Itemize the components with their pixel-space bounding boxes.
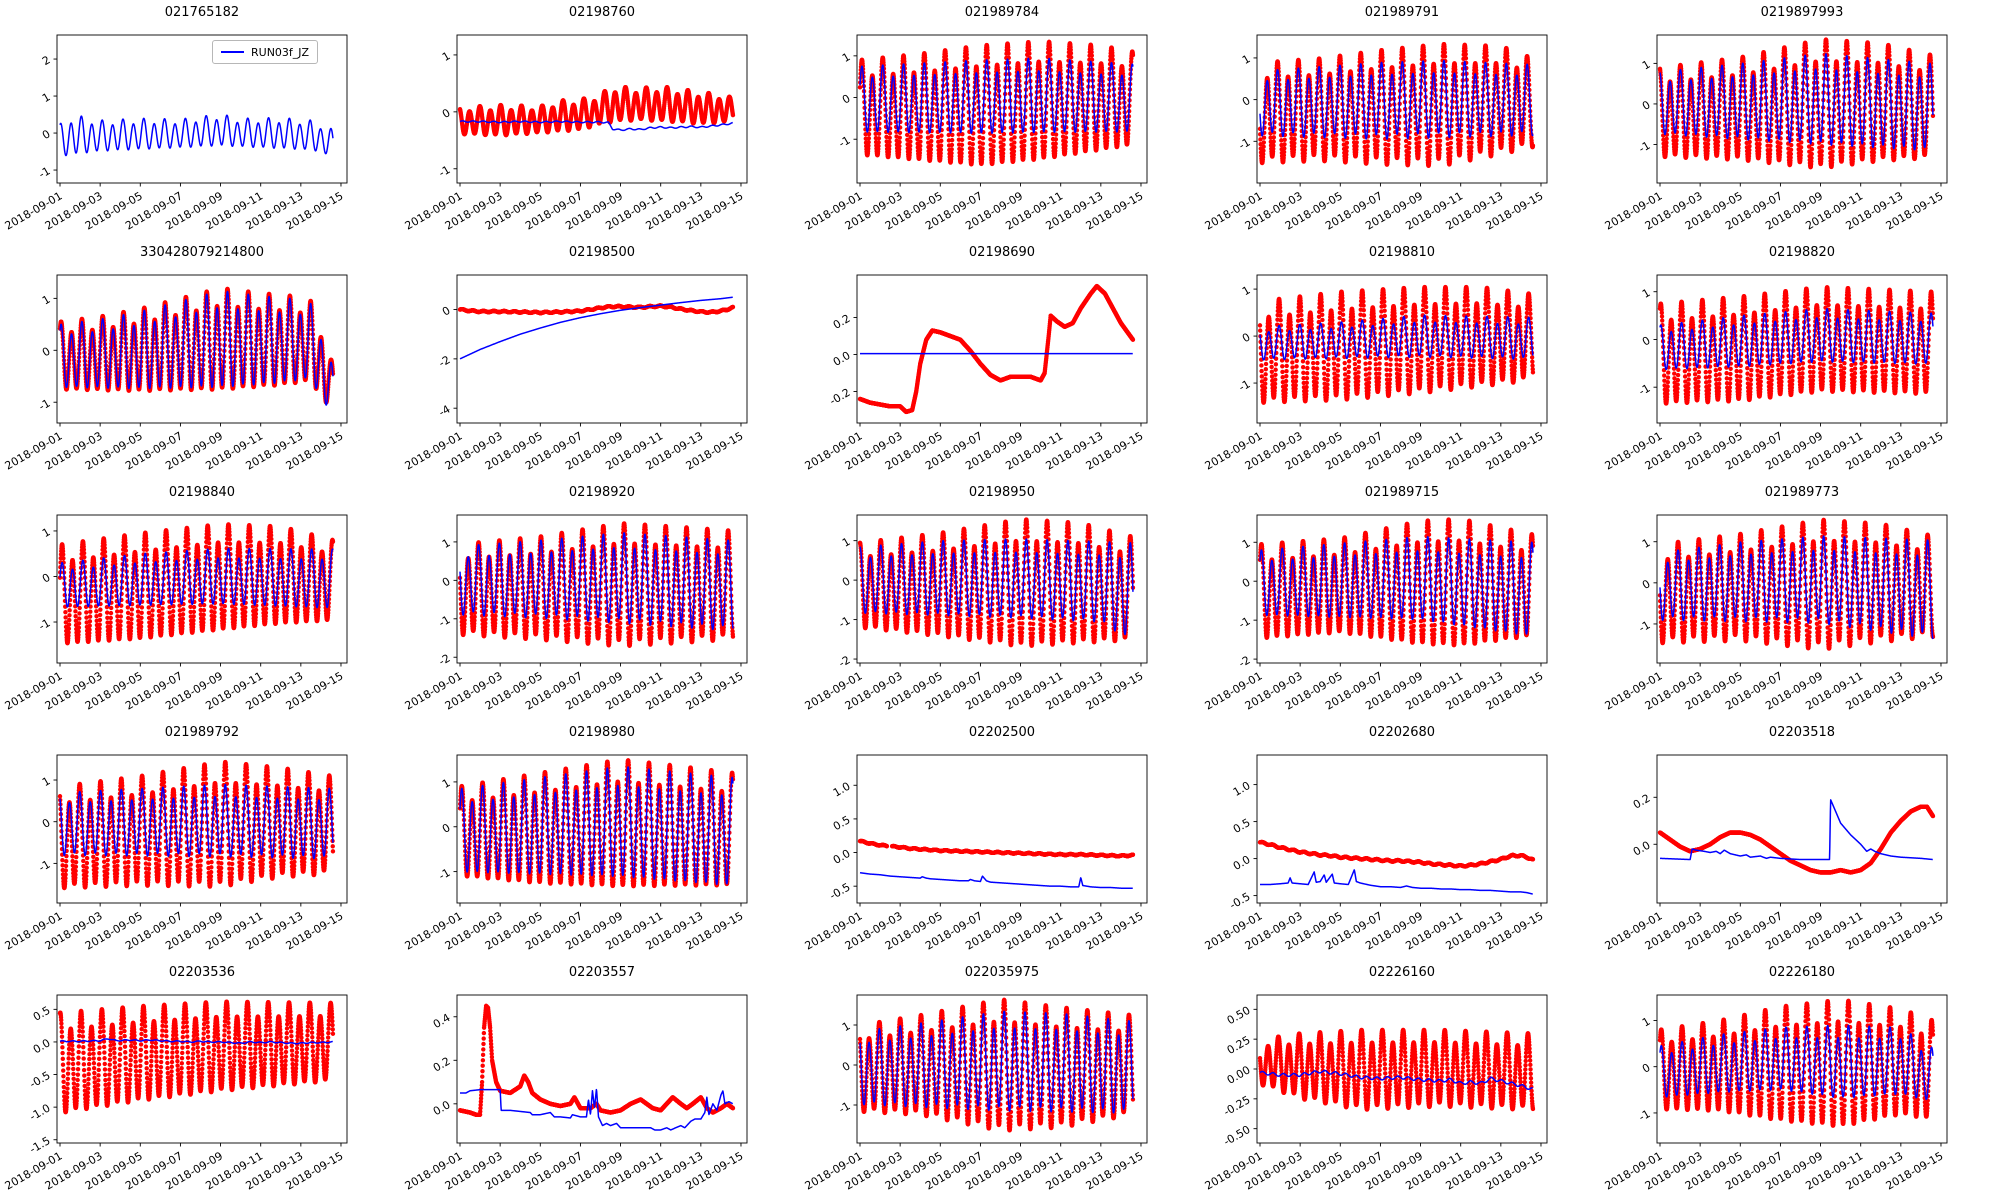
subplot: 021989791 xyxy=(1200,0,1600,240)
subplot-canvas xyxy=(400,720,800,960)
subplot-canvas xyxy=(0,0,400,240)
subplot: 02198950 xyxy=(800,480,1200,720)
subplot-canvas xyxy=(800,960,1200,1200)
subplot-canvas xyxy=(1600,240,2000,480)
subplot: 02198820 xyxy=(1600,240,2000,480)
subplot: 330428079214800 xyxy=(0,240,400,480)
subplot: 022035975 xyxy=(800,960,1200,1200)
subplot: 021765182 RUN03f_JZ xyxy=(0,0,400,240)
subplot: 02226160 xyxy=(1200,960,1600,1200)
subplot: 02198840 xyxy=(0,480,400,720)
subplot-canvas xyxy=(1200,960,1600,1200)
subplot-canvas xyxy=(1200,480,1600,720)
subplot-canvas xyxy=(800,0,1200,240)
subplot: 021989792 xyxy=(0,720,400,960)
subplot-canvas xyxy=(1200,240,1600,480)
subplot-canvas xyxy=(800,480,1200,720)
subplot: 02226180 xyxy=(1600,960,2000,1200)
subplot-canvas xyxy=(0,240,400,480)
subplot: 02203518 xyxy=(1600,720,2000,960)
subplot-canvas xyxy=(1600,720,2000,960)
subplot-canvas xyxy=(800,720,1200,960)
subplot-canvas xyxy=(0,960,400,1200)
subplot-canvas xyxy=(0,720,400,960)
subplot: 021989715 xyxy=(1200,480,1600,720)
subplot: 02202500 xyxy=(800,720,1200,960)
subplot-canvas xyxy=(400,960,800,1200)
legend-line-swatch xyxy=(221,51,244,53)
subplot-canvas xyxy=(1600,480,2000,720)
subplot: 02198920 xyxy=(400,480,800,720)
subplot-canvas xyxy=(1200,720,1600,960)
subplot: 021989773 xyxy=(1600,480,2000,720)
subplot-canvas xyxy=(400,0,800,240)
subplot: 02198810 xyxy=(1200,240,1600,480)
subplot: 02198760 xyxy=(400,0,800,240)
subplot: 0219897993 xyxy=(1600,0,2000,240)
subplot: 02198690 xyxy=(800,240,1200,480)
subplot-canvas xyxy=(1600,0,2000,240)
subplot-canvas xyxy=(1600,960,2000,1200)
subplot-canvas xyxy=(1200,0,1600,240)
subplot: 02198980 xyxy=(400,720,800,960)
subplot-canvas xyxy=(800,240,1200,480)
subplot: 02203557 xyxy=(400,960,800,1200)
subplot: 02202680 xyxy=(1200,720,1600,960)
subplot: 02198500 xyxy=(400,240,800,480)
subplot: 021989784 xyxy=(800,0,1200,240)
legend-box: RUN03f_JZ xyxy=(212,40,319,64)
subplot-canvas xyxy=(400,480,800,720)
subplot-canvas xyxy=(400,240,800,480)
subplot: 02203536 xyxy=(0,960,400,1200)
legend-label: RUN03f_JZ xyxy=(251,45,310,59)
subplot-canvas xyxy=(0,480,400,720)
